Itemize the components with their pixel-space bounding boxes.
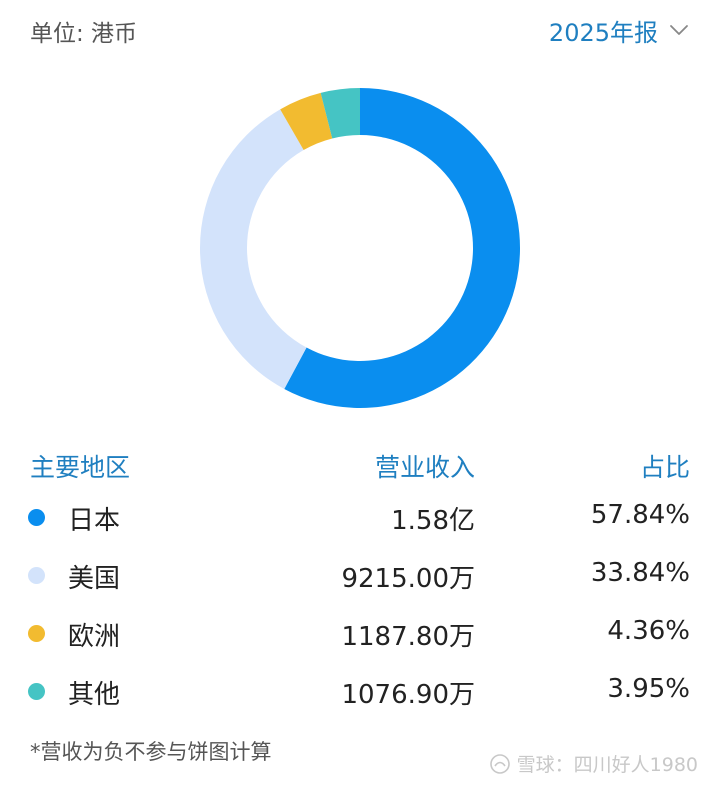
region-name: 其他 <box>68 680 121 710</box>
donut-chart[interactable] <box>198 86 522 410</box>
table-row[interactable]: 欧洲 1187.80万 4.36% <box>0 608 720 666</box>
table-header: 主要地区 营业收入 占比 <box>0 442 720 492</box>
region-share: 3.95% <box>607 674 690 704</box>
snowball-logo-icon <box>489 753 510 774</box>
region-table: 主要地区 营业收入 占比 日本 1.58亿 57.84% 美国 9215.00万… <box>0 442 720 724</box>
table-row[interactable]: 其他 1076.90万 3.95% <box>0 666 720 724</box>
region-revenue: 1187.80万 <box>341 622 475 652</box>
table-row[interactable]: 美国 9215.00万 33.84% <box>0 550 720 608</box>
region-share: 4.36% <box>607 616 690 646</box>
legend-dot <box>28 683 45 700</box>
region-revenue: 1.58亿 <box>391 506 475 536</box>
header-revenue: 营业收入 <box>374 453 475 482</box>
header: 单位: 港币 2025年报 <box>0 0 720 62</box>
region-name: 美国 <box>68 564 121 594</box>
legend-dot <box>28 567 45 584</box>
donut-slice-美国[interactable] <box>199 109 307 389</box>
donut-slice-其他[interactable] <box>320 88 360 139</box>
table-row[interactable]: 日本 1.58亿 57.84% <box>0 492 720 550</box>
donut-slice-日本[interactable] <box>284 88 520 408</box>
period-label: 2025年报 <box>548 18 658 47</box>
watermark-text: 雪球：四川好人1980 <box>516 754 698 776</box>
region-revenue: 9215.00万 <box>341 564 475 594</box>
donut-chart-svg <box>199 88 520 408</box>
region-share: 33.84% <box>590 558 690 588</box>
unit-label: 单位: 港币 <box>30 21 138 47</box>
legend-dot <box>28 509 45 526</box>
region-revenue: 1076.90万 <box>341 680 475 710</box>
header-share: 占比 <box>639 453 690 482</box>
watermark: 雪球：四川好人1980 <box>489 750 698 777</box>
region-name: 日本 <box>68 506 121 536</box>
header-region: 主要地区 <box>30 453 131 482</box>
chevron-down-icon <box>670 25 688 35</box>
region-share: 57.84% <box>590 500 690 530</box>
region-name: 欧洲 <box>68 622 121 652</box>
legend-dot <box>28 625 45 642</box>
donut-slice-欧洲[interactable] <box>280 92 333 151</box>
footnote: *营收为负不参与饼图计算 <box>30 740 272 764</box>
period-select[interactable]: 2025年报 <box>549 12 690 48</box>
